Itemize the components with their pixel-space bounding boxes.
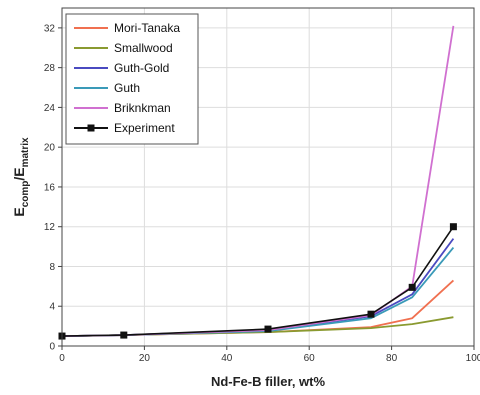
- y-tick-label: 4: [49, 302, 55, 313]
- y-tick-label: 28: [44, 63, 56, 74]
- y-axis-title-sub1: comp: [20, 181, 31, 208]
- y-tick-label: 20: [44, 143, 56, 154]
- series-point-experiment: [264, 325, 272, 333]
- y-axis-title-sub2: matrix: [20, 137, 31, 167]
- series-point-experiment: [449, 223, 457, 231]
- legend-label-mori-tanaka: Mori-Tanaka: [114, 21, 180, 35]
- legend-box: [65, 13, 199, 145]
- x-tick-label: 0: [59, 353, 65, 364]
- x-tick-label: 40: [221, 353, 233, 364]
- legend-label-briknkman: Briknkman: [114, 101, 171, 115]
- axes: 0 20 40 60 80 100 0 4 8 12 16 20 24 28 32: [44, 23, 480, 364]
- series-point-experiment: [408, 283, 416, 291]
- legend-label-guth: Guth: [114, 81, 140, 95]
- y-tick-label: 24: [44, 103, 56, 114]
- series-line-experiment: [61, 226, 455, 337]
- grid: [62, 8, 474, 346]
- plot-frame: [61, 7, 475, 347]
- y-tick-label: 32: [44, 23, 56, 34]
- y-axis-title: Ecomp/Ematrix: [11, 137, 31, 217]
- y-axis-title-main: E: [11, 207, 27, 216]
- legend-label-guth-gold: Guth-Gold: [114, 61, 169, 75]
- legend-label-smallwood: Smallwood: [114, 41, 173, 55]
- x-tick-label: 100: [466, 353, 480, 364]
- x-axis-title: Nd-Fe-B filler, wt%: [211, 374, 326, 389]
- legend: Mori-Tanaka Smallwood Guth-Gold Guth Briknkm…: [65, 13, 199, 145]
- x-tick-label: 20: [139, 353, 151, 364]
- series-point-experiment: [367, 310, 375, 318]
- x-tick-label: 60: [304, 353, 316, 364]
- series-layer: [58, 25, 457, 340]
- y-tick-label: 16: [44, 182, 56, 193]
- y-tick-label: 0: [49, 342, 55, 353]
- y-tick-label: 8: [49, 262, 55, 273]
- legend-marker-experiment: [87, 124, 95, 132]
- legend-label-experiment: Experiment: [114, 121, 175, 135]
- series-point-experiment: [120, 331, 128, 339]
- y-axis-title-sep: /E: [11, 167, 27, 180]
- x-tick-label: 80: [386, 353, 398, 364]
- y-tick-label: 12: [44, 222, 56, 233]
